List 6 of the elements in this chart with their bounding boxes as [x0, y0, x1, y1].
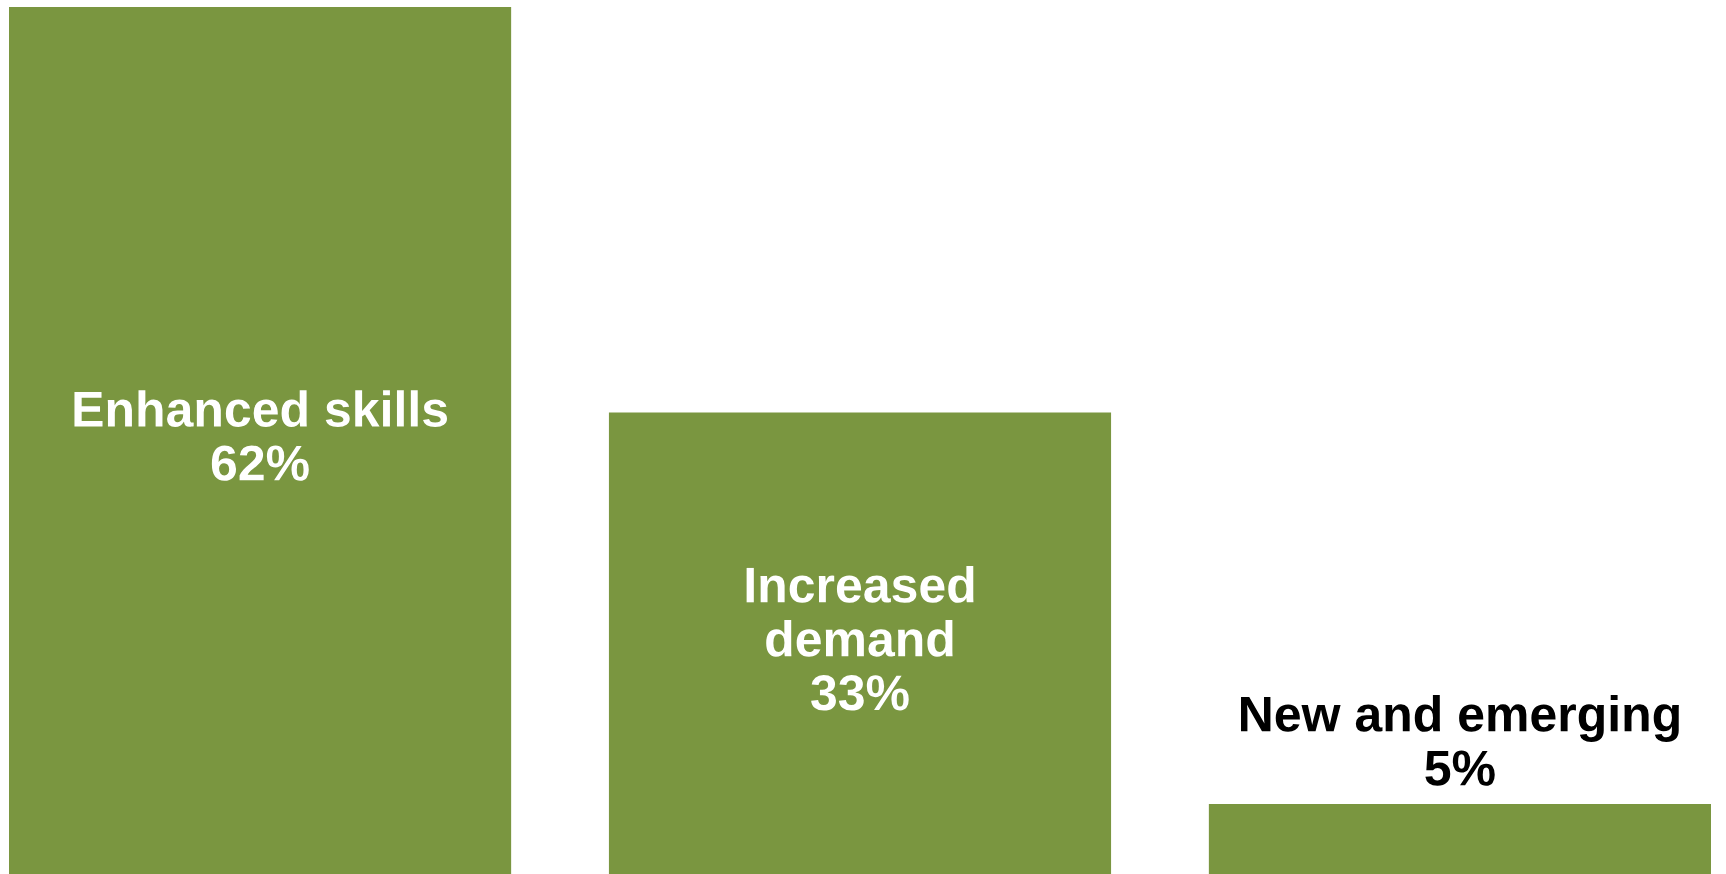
data-label: 33%	[811, 675, 909, 711]
x-tick-label: Increased demand	[746, 566, 974, 657]
x-tick-label: New and emerging	[1241, 695, 1679, 742]
data-label: 62%	[211, 445, 309, 481]
data-label: 5%	[1425, 750, 1495, 786]
x-tick-label: Enhanced skills	[74, 390, 447, 427]
